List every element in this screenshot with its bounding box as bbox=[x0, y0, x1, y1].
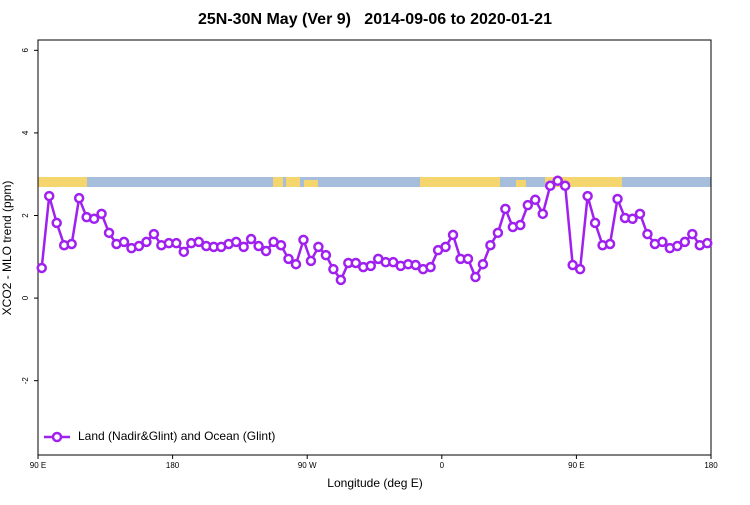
legend-marker bbox=[51, 431, 63, 443]
data-point bbox=[657, 236, 668, 248]
data-point bbox=[612, 193, 623, 205]
data-point bbox=[574, 263, 586, 275]
data-point bbox=[492, 227, 504, 239]
data-point bbox=[283, 253, 294, 265]
legend-label: Land (Nadir&Glint) and Ocean (Glint) bbox=[78, 429, 275, 443]
data-point bbox=[477, 258, 489, 270]
y-tick-label: 2 bbox=[21, 213, 30, 218]
x-axis-label: Longitude (deg E) bbox=[327, 476, 422, 490]
data-point bbox=[230, 236, 242, 248]
data-point bbox=[515, 219, 526, 231]
x-tick-label: 0 bbox=[440, 461, 445, 470]
data-point bbox=[335, 274, 347, 286]
data-point bbox=[43, 190, 55, 202]
x-tick-label: 90 E bbox=[568, 461, 584, 470]
data-point bbox=[702, 237, 713, 249]
data-point bbox=[66, 238, 77, 250]
data-point bbox=[627, 213, 638, 225]
data-point bbox=[462, 253, 474, 265]
data-point bbox=[260, 245, 272, 257]
plot-frame bbox=[37, 39, 712, 456]
data-point bbox=[103, 227, 115, 239]
x-tick-label: 180 bbox=[704, 461, 718, 470]
data-point bbox=[320, 249, 332, 261]
data-point bbox=[559, 180, 571, 192]
data-point bbox=[298, 234, 309, 246]
data-point bbox=[687, 228, 698, 240]
land-band bbox=[273, 177, 283, 187]
data-point bbox=[245, 233, 257, 245]
data-point bbox=[425, 261, 436, 273]
data-point bbox=[604, 238, 616, 250]
data-point bbox=[544, 180, 556, 192]
data-point bbox=[530, 194, 541, 206]
ocean-band bbox=[38, 177, 711, 187]
data-point bbox=[290, 258, 302, 270]
land-ocean-band bbox=[38, 177, 711, 187]
data-point bbox=[447, 229, 459, 241]
data-point bbox=[552, 175, 563, 187]
land-band bbox=[420, 177, 500, 187]
data-point bbox=[118, 236, 130, 248]
data-point bbox=[500, 203, 511, 215]
y-tick-label: -2 bbox=[21, 377, 30, 385]
data-point bbox=[470, 271, 481, 283]
y-tick-label: 6 bbox=[21, 48, 30, 53]
y-tick-label: 0 bbox=[21, 295, 30, 300]
land-band bbox=[38, 177, 87, 187]
chart-title: 25N-30N May (Ver 9) 2014-09-06 to 2020-0… bbox=[198, 11, 552, 28]
data-point bbox=[51, 217, 62, 229]
data-point bbox=[589, 217, 601, 229]
data-point bbox=[275, 239, 287, 251]
data-point bbox=[642, 228, 653, 240]
y-tick-label: 4 bbox=[21, 130, 30, 135]
data-point bbox=[141, 236, 152, 248]
x-tick-label: 180 bbox=[166, 461, 180, 470]
data-point bbox=[73, 192, 85, 204]
data-point bbox=[410, 259, 421, 271]
data-point bbox=[440, 241, 451, 253]
x-tick-label: 90 E bbox=[30, 461, 46, 470]
data-point bbox=[522, 199, 534, 211]
data-point bbox=[148, 228, 160, 240]
data-point bbox=[350, 257, 362, 269]
data-point bbox=[313, 241, 324, 253]
data-point bbox=[36, 262, 47, 274]
data-point bbox=[567, 259, 578, 271]
data-point bbox=[537, 208, 548, 220]
data-point bbox=[485, 239, 496, 251]
land-band bbox=[286, 177, 300, 187]
data-point bbox=[305, 255, 317, 267]
x-tick-label: 90 W bbox=[298, 461, 317, 470]
data-point bbox=[328, 263, 339, 275]
data-point bbox=[88, 213, 100, 225]
land-band bbox=[304, 180, 318, 187]
land-band bbox=[516, 180, 526, 187]
data-point bbox=[96, 208, 107, 220]
data-point bbox=[193, 236, 205, 248]
data-point bbox=[133, 240, 145, 252]
data-point bbox=[365, 260, 377, 272]
data-point bbox=[178, 246, 190, 258]
data-point bbox=[634, 208, 646, 220]
data-point bbox=[253, 240, 264, 252]
data-point bbox=[171, 237, 182, 249]
y-axis-label: XCO2 - MLO trend (ppm) bbox=[0, 181, 14, 316]
land-band bbox=[545, 177, 622, 187]
data-point bbox=[672, 240, 683, 252]
data-point bbox=[679, 236, 691, 248]
data-point bbox=[582, 190, 593, 202]
data-point bbox=[238, 241, 249, 253]
